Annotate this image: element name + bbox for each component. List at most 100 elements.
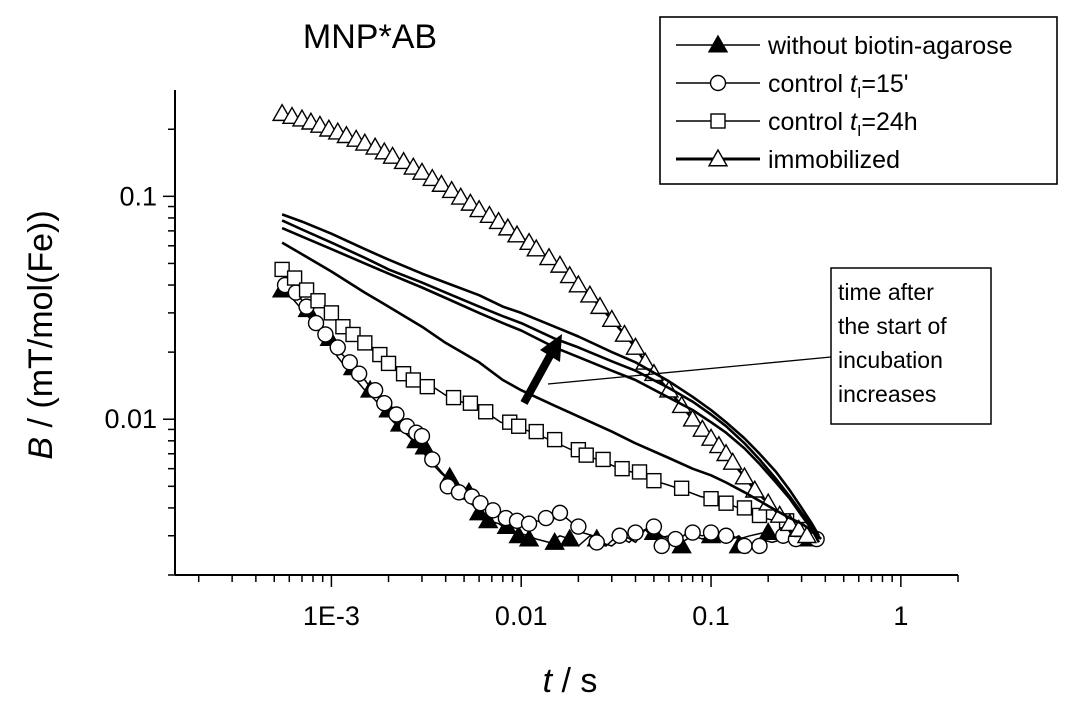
series-1-point-18 [472, 494, 489, 512]
plot-series [271, 103, 825, 555]
legend-label-1: control tI=15' [768, 70, 909, 102]
series-2-point-28 [718, 495, 734, 511]
y-tick-label-1: 0.1 [119, 181, 157, 211]
legend-marker-1 [709, 74, 727, 92]
chart-title: MNP*AB [303, 18, 437, 56]
series-0-point-17 [559, 528, 580, 547]
series-3-point-18 [441, 180, 462, 199]
series-1-point-19 [484, 502, 502, 519]
series-2-point-1 [286, 270, 303, 286]
series-2-point-0 [274, 261, 290, 278]
series-1-point-10 [388, 406, 405, 423]
series-2-point-24 [631, 464, 648, 480]
series-2-point-29 [736, 500, 753, 516]
series-0-point-23 [757, 522, 779, 541]
legend-label-2: control tI=24h [768, 108, 918, 140]
legend-item-2: control tI=24h [676, 108, 918, 140]
series-2-point-19 [546, 431, 563, 448]
series-3-point-36 [625, 336, 646, 355]
annotation-arrow-head [540, 334, 562, 362]
series-3-point-34 [601, 309, 622, 328]
x-tick-label-0: 1E-3 [303, 601, 360, 631]
series-1-point-27 [611, 527, 628, 544]
series-3-point-42 [692, 419, 713, 437]
axes: 1E-3 0.01 0.1 1 0.01 0.1 [104, 90, 959, 631]
series-line-6 [281, 219, 821, 540]
series-1-point-32 [684, 524, 701, 541]
legend-marker-0 [707, 34, 729, 53]
series-3-point-25 [506, 224, 528, 243]
series-3-point-15 [411, 162, 433, 180]
series-1-point-24 [551, 504, 569, 522]
series-2-point-7 [357, 335, 373, 351]
annotation-line-1: the start of [838, 313, 947, 339]
annotation-arrow-shaft [520, 350, 556, 405]
x-tick-label-1: 0.01 [495, 601, 548, 631]
series-0-point-15 [518, 528, 540, 547]
series-line-4 [281, 241, 822, 540]
series-0-point-16 [544, 532, 565, 550]
series-2-point-6 [345, 326, 361, 343]
annotation-line-2: incubation [838, 347, 943, 373]
series-1-point-30 [653, 537, 670, 555]
series-1-point-34 [717, 527, 735, 544]
series-3-point-13 [393, 151, 414, 170]
series-2-point-23 [614, 460, 630, 477]
series-2-point-13 [445, 389, 462, 406]
series-7 [281, 213, 821, 537]
legend-marker-2 [710, 113, 726, 129]
series-2-point-2 [298, 282, 315, 298]
series-1-point-36 [751, 537, 768, 555]
x-tick-label-2: 0.1 [692, 601, 730, 631]
series-1-point-7 [350, 365, 368, 382]
series-3-point-29 [549, 254, 571, 273]
series-1-point-22 [520, 515, 538, 532]
series-1-point-8 [366, 381, 384, 399]
series-1-point-35 [736, 537, 753, 555]
series-3-point-32 [579, 284, 601, 303]
series-2-point-25 [646, 472, 662, 489]
series-2-point-18 [528, 423, 544, 440]
series-0-point-12 [477, 510, 499, 529]
series-0-point-14 [508, 525, 529, 544]
series-0-point-8 [414, 436, 435, 455]
series-1-point-5 [329, 339, 346, 356]
series-3-point-41 [682, 408, 703, 427]
series-1-point-28 [627, 524, 644, 541]
series-1-point-14 [424, 451, 441, 468]
series-3-point-53 [796, 525, 818, 544]
series-1-point-6 [341, 354, 358, 371]
series-2-point-9 [380, 355, 397, 372]
series-0-point-11 [468, 502, 490, 521]
x-axis-title: t / s [543, 662, 598, 700]
series-1-point-9 [376, 394, 393, 412]
series-line-7 [281, 213, 821, 537]
series-1-point-23 [537, 509, 555, 527]
series-3-point-31 [568, 274, 589, 293]
series-3-point-19 [450, 186, 471, 205]
series-3-point-12 [382, 146, 403, 164]
series-3-point-23 [488, 211, 509, 230]
series-3-point-9 [354, 132, 376, 151]
series-3-point-43 [700, 428, 722, 446]
series-3-point-33 [589, 296, 611, 315]
series-2-point-14 [462, 395, 479, 411]
series-1-point-33 [702, 524, 720, 541]
legend-item-0: without biotin-agarose [676, 32, 1013, 60]
series-3-point-30 [559, 265, 580, 284]
series-3-point-17 [431, 174, 452, 192]
annotation-line-3: increases [838, 381, 936, 407]
series-2-point-15 [478, 404, 494, 420]
legend-marker-3 [707, 148, 729, 167]
series-3-point-47 [734, 466, 755, 485]
legend-item-1: control tI=15' [676, 70, 909, 102]
annotation: time after the start of incubation increase… [520, 267, 992, 425]
series-1-point-3 [307, 314, 325, 332]
annotation-leader [547, 356, 832, 385]
series-4 [281, 241, 822, 540]
series-5 [281, 226, 821, 544]
series-3-point-20 [460, 192, 481, 211]
legend-label-0: without biotin-agarose [767, 32, 1013, 60]
series-2-point-26 [673, 480, 690, 496]
legend-item-3: immobilized [676, 146, 900, 174]
